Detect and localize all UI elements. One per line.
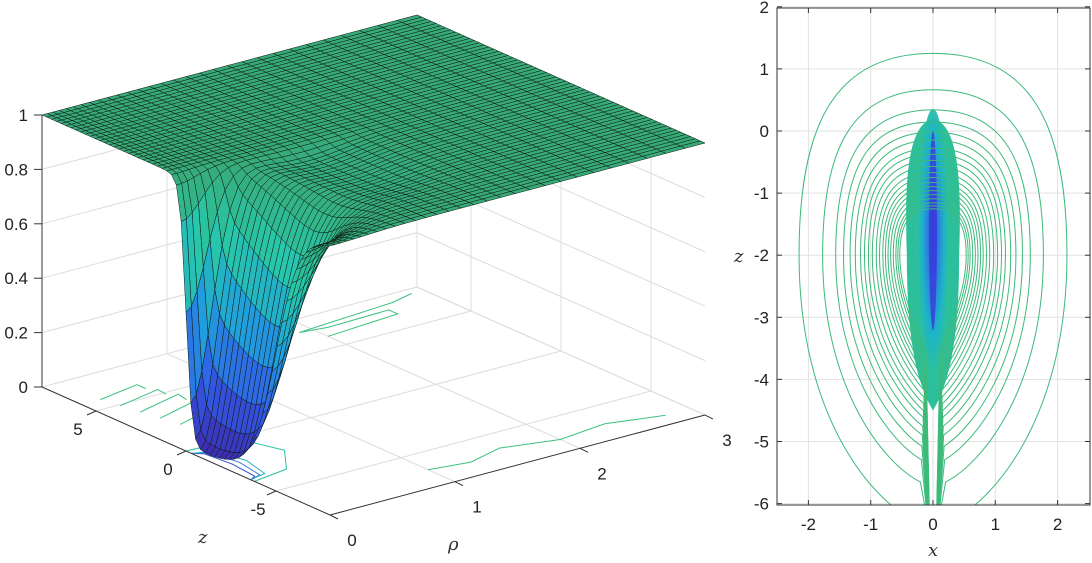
value-tick-label: 0.2 xyxy=(4,324,28,343)
contour-line xyxy=(879,176,987,505)
y-tick-label: -5 xyxy=(754,433,769,452)
y-tick-label: -6 xyxy=(754,495,769,514)
x-tick-label: 1 xyxy=(991,515,1000,534)
y-tick-label: -4 xyxy=(754,370,769,389)
contour-line xyxy=(867,159,999,505)
value-tick-label: 0 xyxy=(19,378,28,397)
rho-axis-line xyxy=(329,414,706,516)
floor-contour-line xyxy=(100,384,147,401)
contour-line xyxy=(882,182,984,505)
rho-tick-label: 3 xyxy=(722,431,731,450)
floor-contour-line xyxy=(427,414,666,471)
contour-grid xyxy=(777,6,1090,505)
z-axis-label: z xyxy=(197,527,208,548)
floor-contour-line xyxy=(120,388,167,407)
contour-line xyxy=(892,198,974,505)
contour-line xyxy=(871,165,995,505)
y-tick-label: 2 xyxy=(760,0,769,17)
contour-line xyxy=(899,208,967,505)
contour-line xyxy=(835,109,1031,505)
contour-axes-box xyxy=(776,7,1091,506)
x-tick-label: -1 xyxy=(863,515,878,534)
grid-line xyxy=(275,390,652,492)
y-tick-label: 1 xyxy=(760,60,769,79)
z-tick-label: 0 xyxy=(163,460,172,479)
value-tick-label: 0.6 xyxy=(4,215,28,234)
rho-tick-label: 2 xyxy=(597,464,606,483)
contour-line xyxy=(884,186,982,505)
z-tick-label: 5 xyxy=(73,420,82,439)
contour-lines xyxy=(798,52,1068,505)
y-tick-label: -3 xyxy=(754,308,769,327)
tick-mark xyxy=(329,514,339,520)
contour-line xyxy=(863,153,1003,505)
y-tick-label: 0 xyxy=(760,122,769,141)
x-axis-label: x xyxy=(928,540,938,561)
rho-axis-label: ρ xyxy=(447,534,459,555)
contour-line xyxy=(895,202,971,505)
floor-contour-line xyxy=(191,452,256,481)
value-tick-label: 1 xyxy=(19,106,28,125)
contour-line xyxy=(849,131,1017,505)
x-tick-label: 0 xyxy=(928,515,937,534)
tick-mark xyxy=(176,450,187,456)
surface-plot: 0 0.2 0.4 0.6 0.8 1 5 0 -5 0 1 2 3 z ρ xyxy=(4,14,732,555)
value-tick-label: 0.4 xyxy=(4,269,28,288)
surface-axes: 0 0.2 0.4 0.6 0.8 1 5 0 -5 0 1 2 3 xyxy=(4,106,731,550)
surface-patch xyxy=(325,243,336,247)
contour-line xyxy=(897,205,969,505)
tick-mark xyxy=(454,481,464,487)
tick-mark xyxy=(704,414,714,420)
rho-tick-label: 0 xyxy=(347,531,356,550)
contour-line xyxy=(887,190,979,505)
contour-line xyxy=(890,194,976,505)
contour-line xyxy=(822,89,1044,505)
tick-mark xyxy=(266,490,277,496)
contour-line xyxy=(875,171,991,505)
y-tick-label: -1 xyxy=(754,184,769,203)
z-tick-label: -5 xyxy=(250,500,265,519)
x-tick-label: -2 xyxy=(801,515,816,534)
contour-core-fill xyxy=(906,118,960,411)
floor-contour-line xyxy=(299,293,412,337)
contour-core-gradient xyxy=(917,108,949,389)
contour-core-streak xyxy=(929,130,937,331)
tick-mark xyxy=(579,447,589,453)
contour-line xyxy=(843,121,1023,505)
floor-contour-line xyxy=(191,451,261,481)
tick-mark xyxy=(86,410,97,416)
surface-mesh xyxy=(41,14,706,460)
y-tick-label: -2 xyxy=(754,246,769,265)
contour-line xyxy=(854,139,1012,505)
value-tick-label: 0.8 xyxy=(4,160,28,179)
floor-contour-line xyxy=(140,393,187,413)
rho-tick-label: 1 xyxy=(472,498,481,517)
x-tick-label: 2 xyxy=(1053,515,1062,534)
contour-line xyxy=(860,147,1006,505)
contour-ticks: -2 -1 0 1 2 2 1 0 -1 -2 -3 -4 -5 -6 xyxy=(754,0,1090,534)
contour-line xyxy=(798,52,1068,505)
